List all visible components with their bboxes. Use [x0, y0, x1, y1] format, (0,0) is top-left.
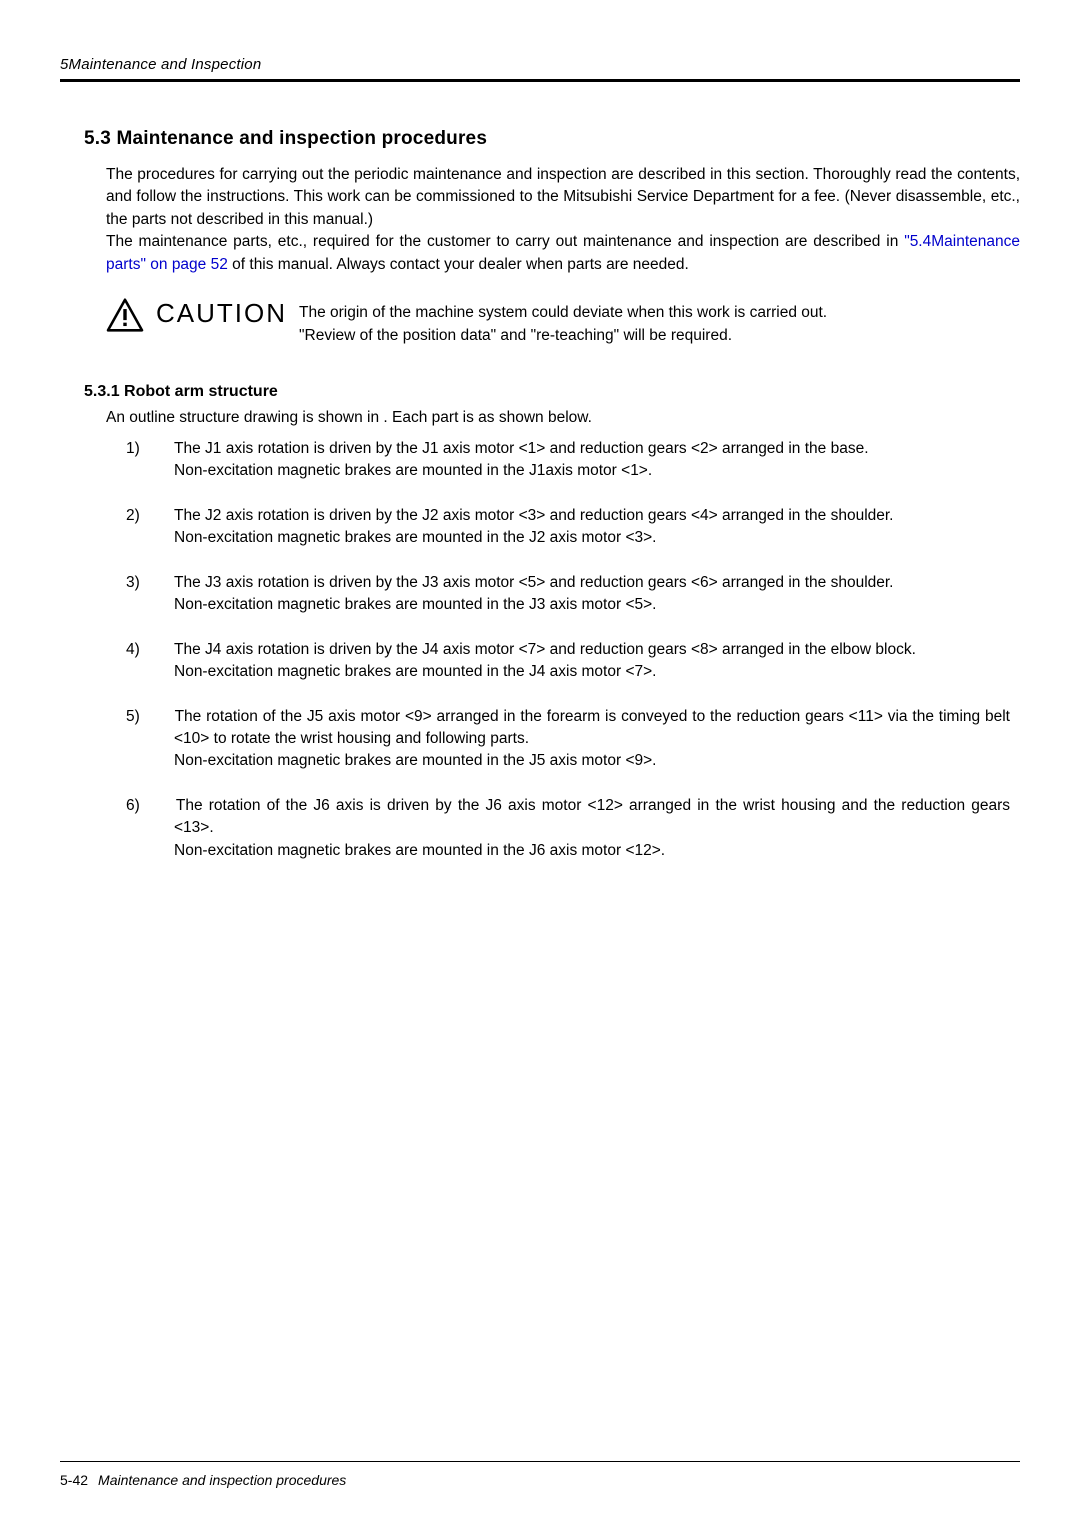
list-item-line-a: The J3 axis rotation is driven by the J3…: [174, 574, 893, 591]
list-item-number: 3): [150, 572, 170, 594]
list-item-line-b: Non-excitation magnetic brakes are mount…: [150, 840, 1010, 862]
list-item: 3) The J3 axis rotation is driven by the…: [150, 572, 1010, 617]
list-item-number: 5): [150, 706, 170, 728]
caution-line-1: The origin of the machine system could d…: [299, 302, 827, 324]
section-paragraph-2b: of this manual. Always contact your deal…: [228, 256, 689, 273]
ordered-list: 1) The J1 axis rotation is driven by the…: [150, 438, 1010, 863]
subsection-heading: 5.3.1 Robot arm structure: [84, 383, 1020, 401]
caution-label: CAUTION: [156, 298, 287, 329]
footer-line: 5-42 Maintenance and inspection procedur…: [60, 1472, 1020, 1488]
list-item-number: 6): [150, 795, 170, 817]
caution-block: CAUTION The origin of the machine system…: [106, 296, 1020, 347]
running-header: 5Maintenance and Inspection: [60, 56, 1020, 73]
warning-triangle-icon: [106, 298, 144, 332]
caution-line-2: "Review of the position data" and "re-te…: [299, 325, 827, 347]
list-item-line-b: Non-excitation magnetic brakes are mount…: [150, 460, 1010, 482]
list-item: 1) The J1 axis rotation is driven by the…: [150, 438, 1010, 483]
footer-page-number: 5-42: [60, 1472, 88, 1488]
list-item-line-a: The rotation of the J5 axis motor <9> ar…: [174, 708, 1010, 747]
section-heading: 5.3 Maintenance and inspection procedure…: [84, 128, 1020, 150]
content-area: 5.3 Maintenance and inspection procedure…: [60, 82, 1020, 862]
list-item-line-b: Non-excitation magnetic brakes are mount…: [150, 594, 1010, 616]
page-footer: 5-42 Maintenance and inspection procedur…: [60, 1461, 1020, 1488]
list-item-number: 1): [150, 438, 170, 460]
list-item-line-a: The J2 axis rotation is driven by the J2…: [174, 507, 893, 524]
list-item-number: 4): [150, 639, 170, 661]
caution-text: The origin of the machine system could d…: [299, 302, 827, 347]
page: 5Maintenance and Inspection 5.3 Maintena…: [0, 0, 1080, 1528]
section-paragraph-1: The procedures for carrying out the peri…: [106, 164, 1020, 231]
subsection-intro: An outline structure drawing is shown in…: [106, 407, 1020, 429]
footer-rule: [60, 1461, 1020, 1462]
list-item-line-b: Non-excitation magnetic brakes are mount…: [150, 750, 1010, 772]
list-item-line-a: The J1 axis rotation is driven by the J1…: [174, 440, 868, 457]
section-paragraph-2: The maintenance parts, etc., required fo…: [106, 231, 1020, 276]
list-item-line-a: The rotation of the J6 axis is driven by…: [174, 797, 1010, 836]
list-item: 6) The rotation of the J6 axis is driven…: [150, 795, 1010, 862]
list-item: 4) The J4 axis rotation is driven by the…: [150, 639, 1010, 684]
list-item-number: 2): [150, 505, 170, 527]
footer-title: Maintenance and inspection procedures: [98, 1472, 346, 1488]
list-item: 2) The J2 axis rotation is driven by the…: [150, 505, 1010, 550]
list-item-line-b: Non-excitation magnetic brakes are mount…: [150, 527, 1010, 549]
list-item: 5) The rotation of the J5 axis motor <9>…: [150, 706, 1010, 773]
list-item-line-b: Non-excitation magnetic brakes are mount…: [150, 661, 1010, 683]
list-item-line-a: The J4 axis rotation is driven by the J4…: [174, 641, 916, 658]
section-paragraph-2a: The maintenance parts, etc., required fo…: [106, 233, 904, 250]
